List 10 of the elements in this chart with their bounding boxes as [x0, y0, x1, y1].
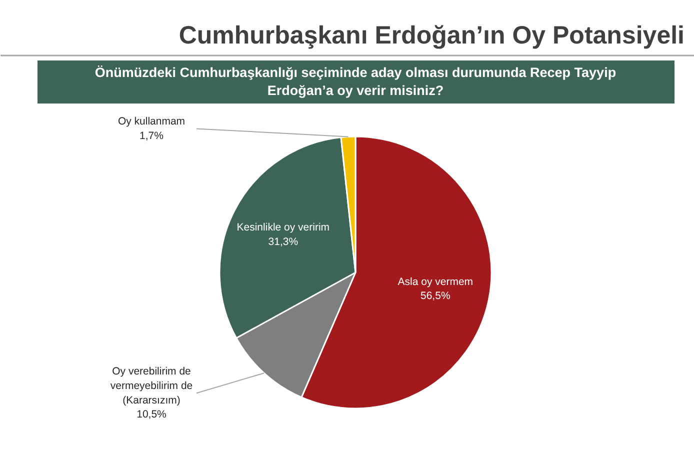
slice-label: Kesinlikle oy veririm [236, 222, 330, 234]
data-label: 31,3% [268, 236, 298, 248]
data-label: 1,7% [140, 130, 164, 142]
data-label: 10,5% [136, 408, 166, 421]
chart-title: Cumhurbaşkanı Erdoğan’ın Oy Potansiyeli [178, 22, 685, 50]
slice-label: Oy verebilirim de vermeyebilirim de (Kararsızım) [110, 365, 193, 406]
data-label: 56,5% [420, 290, 450, 302]
slice-label: Asla oy vermem [398, 276, 474, 288]
slice-label: Oy kullanmam [118, 115, 186, 128]
chart-subtitle: Önümüzdeki Cumhurbaşkanlığı seçiminde aday olması durumunda Recep Tayyip Erdoğan’a oy verir misiniz? [94, 65, 616, 98]
